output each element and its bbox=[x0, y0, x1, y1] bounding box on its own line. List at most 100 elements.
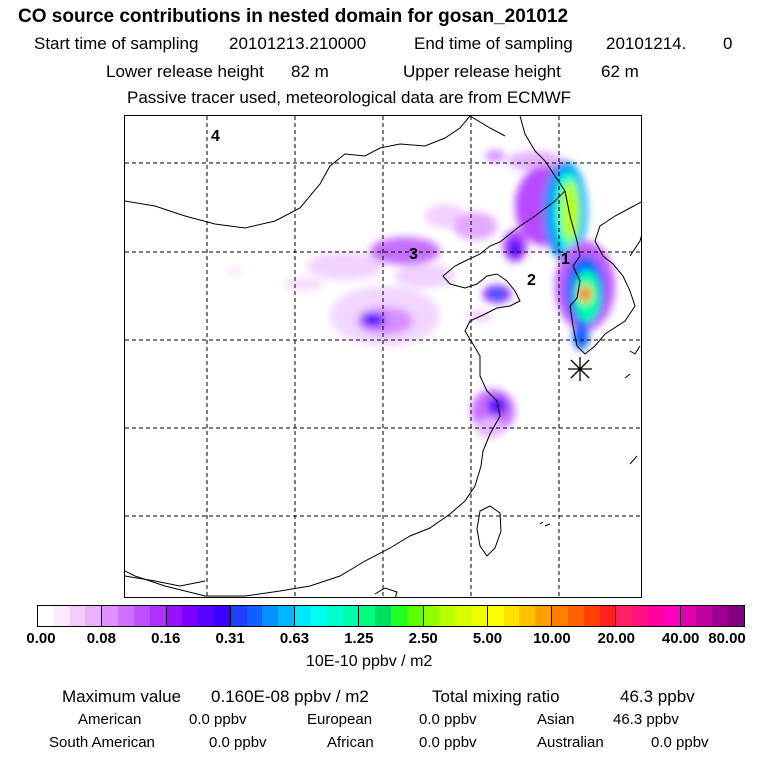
colorbar-swatch bbox=[648, 606, 664, 626]
colorbar-swatch bbox=[663, 606, 680, 626]
tracer-note: Passive tracer used, meteorological data… bbox=[127, 88, 572, 107]
colorbar-swatch bbox=[85, 606, 102, 626]
region-label-1: 1 bbox=[561, 251, 570, 268]
graticule bbox=[125, 116, 641, 597]
colorbar-tick-label: 0.16 bbox=[151, 630, 181, 647]
lower-height-value: 82 m bbox=[291, 62, 329, 81]
colorbar-swatch bbox=[69, 606, 86, 626]
colorbar-swatch bbox=[406, 606, 423, 626]
colorbar-swatch bbox=[423, 606, 440, 626]
colorbar-swatch bbox=[278, 606, 295, 626]
colorbar-units: 10E-10 ppbv / m2 bbox=[306, 653, 433, 670]
colorbar-segment bbox=[680, 606, 744, 626]
colorbar-segment bbox=[423, 606, 488, 626]
colorbar-swatch bbox=[133, 606, 150, 626]
colorbar-swatch bbox=[213, 606, 230, 626]
colorbar-swatch bbox=[616, 606, 633, 626]
colorbar-swatch bbox=[295, 606, 311, 626]
region-name-australian: Australian bbox=[537, 734, 604, 751]
colorbar-tick-label: 5.00 bbox=[472, 630, 503, 647]
colorbar-swatch bbox=[455, 606, 472, 626]
colorbar-segment bbox=[552, 606, 617, 626]
map-canvas bbox=[125, 116, 641, 597]
plot-title: CO source contributions in nested domain… bbox=[18, 6, 569, 27]
colorbar-swatch bbox=[342, 606, 359, 626]
colorbar-swatch bbox=[166, 606, 183, 626]
max-value-label: Maximum value bbox=[62, 687, 182, 706]
colorbar-swatch bbox=[535, 606, 552, 626]
colorbar-segment bbox=[616, 606, 681, 626]
region-value-south-american: 0.0 ppbv bbox=[209, 734, 267, 751]
colorbar-swatch bbox=[552, 606, 568, 626]
region-value-american: 0.0 ppbv bbox=[189, 711, 247, 728]
colorbar-swatch bbox=[439, 606, 456, 626]
colorbar-segment bbox=[230, 606, 296, 626]
colorbar-tick-label: 2.50 bbox=[408, 630, 438, 647]
colorbar-swatch bbox=[471, 606, 487, 626]
total-mixing-label: Total mixing ratio bbox=[432, 687, 560, 706]
map-panel: 4 3 2 1 bbox=[124, 115, 642, 598]
colorbar-segment bbox=[38, 606, 103, 626]
upper-height-value: 62 m bbox=[601, 62, 639, 81]
colorbar-swatch bbox=[583, 606, 600, 626]
colorbar-segment bbox=[166, 606, 231, 626]
colorbar-swatch bbox=[390, 606, 407, 626]
region-name-asian: Asian bbox=[537, 711, 575, 728]
end-time-label: End time of sampling bbox=[414, 34, 573, 53]
colorbar-segment bbox=[487, 606, 553, 626]
region-label-3: 3 bbox=[409, 246, 418, 263]
region-name-european: European bbox=[307, 711, 373, 728]
receptor-marker-icon bbox=[568, 357, 592, 381]
colorbar-swatch bbox=[149, 606, 166, 626]
colorbar-swatch bbox=[53, 606, 70, 626]
colorbar-swatch bbox=[246, 606, 263, 626]
colorbar-swatch bbox=[230, 606, 247, 626]
colorbar-swatch bbox=[38, 606, 54, 626]
region-name-american: American bbox=[78, 711, 142, 728]
colorbar-swatch bbox=[102, 606, 119, 626]
region-value-australian: 0.0 ppbv bbox=[651, 734, 709, 751]
region-label-4: 4 bbox=[211, 128, 220, 145]
region-value-african: 0.0 ppbv bbox=[419, 734, 477, 751]
colorbar-tick-label: 0.63 bbox=[279, 630, 310, 647]
colorbar-tick-label: 20.00 bbox=[597, 630, 636, 647]
start-time-value: 20101213.210000 bbox=[229, 34, 367, 53]
colorbar-swatch bbox=[712, 606, 729, 626]
colorbar-tick-label: 40.00 bbox=[661, 630, 700, 647]
upper-height-label: Upper release height bbox=[403, 62, 561, 81]
colorbar-tick-label: 0.31 bbox=[215, 630, 245, 647]
colorbar-tick-label: 0.00 bbox=[26, 630, 56, 647]
colorbar-swatch bbox=[519, 606, 536, 626]
colorbar-swatch bbox=[567, 606, 584, 626]
colorbar-swatch bbox=[728, 606, 744, 626]
colorbar-swatch bbox=[310, 606, 327, 626]
colorbar-swatch bbox=[503, 606, 520, 626]
colorbar-swatch bbox=[359, 606, 376, 626]
max-value: 0.160E-08 ppbv / m2 bbox=[211, 687, 369, 706]
colorbar-swatch bbox=[198, 606, 214, 626]
region-name-african: African bbox=[327, 734, 374, 751]
colorbar-tick-label: 80.00 bbox=[708, 630, 746, 647]
colorbar-swatch bbox=[118, 606, 134, 626]
colorbar-tick-label: 0.08 bbox=[86, 630, 116, 647]
colorbar-swatch bbox=[262, 606, 279, 626]
colorbar-swatch bbox=[632, 606, 649, 626]
end-time-value: 20101214. bbox=[606, 34, 687, 53]
region-name-south-american: South American bbox=[49, 734, 155, 751]
lower-height-label: Lower release height bbox=[106, 62, 264, 81]
region-value-asian: 46.3 ppbv bbox=[613, 711, 679, 728]
colorbar-swatch bbox=[487, 606, 504, 626]
colorbar-segment bbox=[295, 606, 360, 626]
colorbar-tick-label: 1.25 bbox=[344, 630, 374, 647]
coastlines bbox=[125, 116, 641, 597]
colorbar-segment bbox=[359, 606, 424, 626]
colorbar-swatch bbox=[680, 606, 697, 626]
region-value-european: 0.0 ppbv bbox=[419, 711, 477, 728]
colorbar-swatch bbox=[326, 606, 343, 626]
colorbar-swatch bbox=[599, 606, 616, 626]
colorbar-tick-label: 10.00 bbox=[533, 630, 571, 647]
colorbar-swatch bbox=[696, 606, 713, 626]
colorbar bbox=[37, 605, 745, 627]
colorbar-segment bbox=[102, 606, 167, 626]
end-time-extra: 0 bbox=[723, 34, 733, 53]
